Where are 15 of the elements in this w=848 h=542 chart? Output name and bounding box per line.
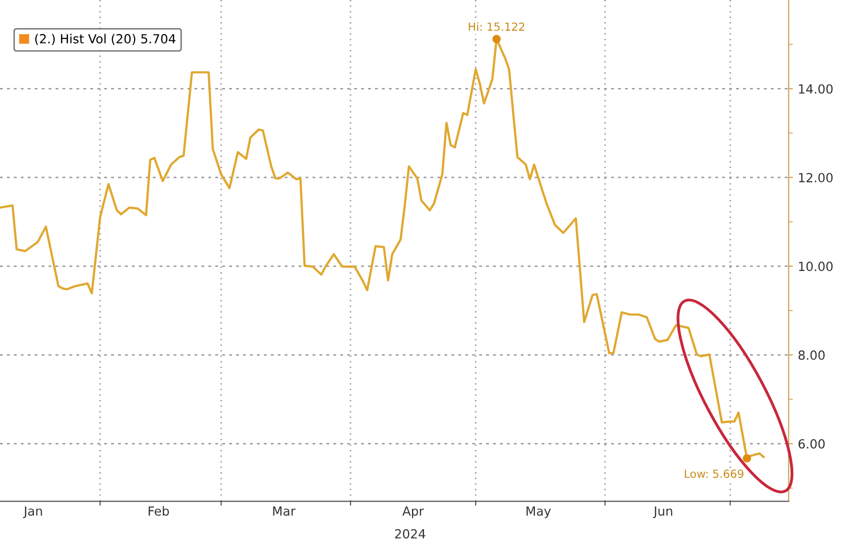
annotation: Low: 5.669 — [684, 470, 744, 478]
y-tick-label: 8.00 — [798, 350, 825, 360]
x-tick-label: Mar — [273, 506, 296, 516]
y-tick-label: 10.00 — [799, 262, 833, 272]
y-tick-label: 12.00 — [799, 172, 833, 182]
annotation: Hi: 15.122 — [468, 22, 524, 31]
legend-label: (2.) Hist Vol (20) 5.704 — [35, 34, 176, 45]
x-tick-label: Apr — [402, 506, 424, 518]
x-axis-title: 2024 — [395, 529, 426, 539]
x-tick-label: Jan — [23, 506, 42, 518]
y-tick-label: 14.00 — [799, 84, 833, 94]
x-tick-label: Jun — [653, 506, 672, 518]
y-tick-label: 6.00 — [798, 439, 825, 449]
x-tick-label: May — [526, 506, 551, 518]
x-tick-label: Feb — [148, 506, 169, 516]
